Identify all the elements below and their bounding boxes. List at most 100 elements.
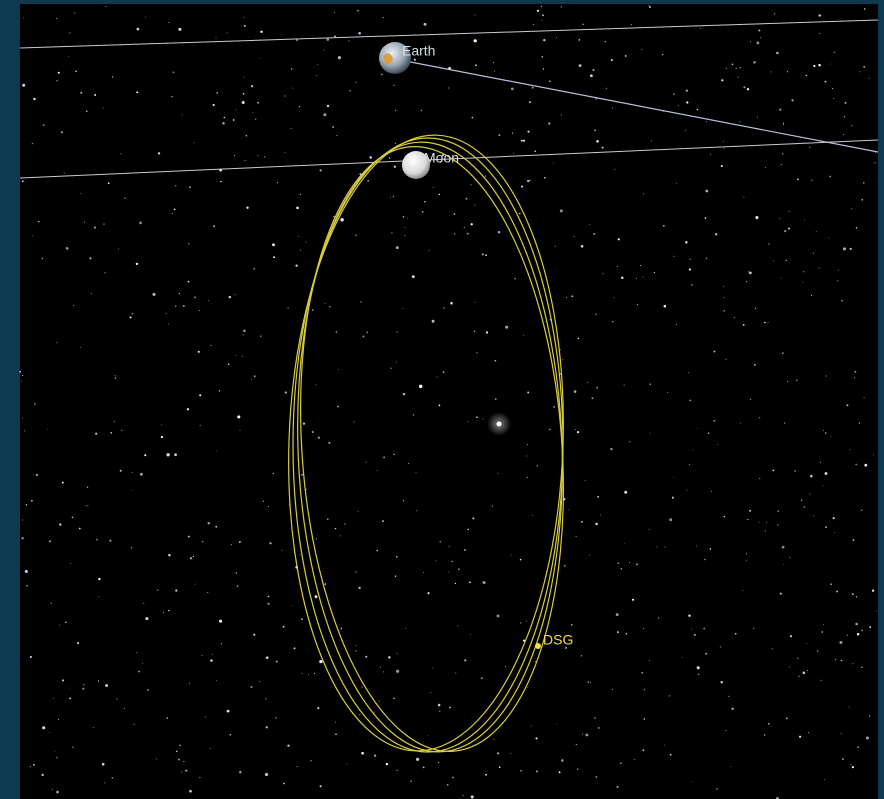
- star: [691, 284, 693, 286]
- star: [395, 576, 396, 577]
- star: [251, 379, 252, 380]
- star: [786, 260, 787, 261]
- star: [559, 771, 561, 773]
- star: [228, 364, 230, 366]
- star: [174, 208, 176, 210]
- star: [297, 766, 298, 767]
- moon-label: Moon: [424, 150, 459, 166]
- star: [43, 124, 45, 126]
- star: [239, 430, 240, 431]
- dsg-marker[interactable]: [535, 643, 541, 649]
- star: [600, 515, 601, 516]
- star: [749, 272, 752, 275]
- star: [56, 757, 57, 758]
- star: [25, 570, 28, 573]
- star: [216, 92, 217, 93]
- star: [634, 759, 635, 760]
- star: [440, 541, 441, 542]
- star: [686, 490, 687, 491]
- star: [596, 387, 598, 389]
- star: [621, 568, 622, 569]
- star: [137, 28, 140, 31]
- star: [555, 246, 556, 247]
- star: [632, 599, 634, 601]
- star: [358, 511, 359, 512]
- star: [780, 593, 782, 595]
- star: [673, 477, 674, 478]
- star: [602, 273, 603, 274]
- star: [56, 80, 58, 82]
- star: [529, 101, 531, 103]
- star: [636, 564, 638, 566]
- star: [237, 415, 240, 418]
- star: [134, 724, 135, 725]
- star: [314, 673, 315, 674]
- star: [210, 345, 211, 346]
- star: [419, 385, 422, 388]
- star: [404, 227, 405, 228]
- star: [210, 748, 211, 749]
- star: [851, 764, 852, 765]
- star: [405, 628, 406, 629]
- star: [285, 391, 287, 393]
- star: [181, 771, 182, 772]
- star: [30, 766, 31, 767]
- star: [109, 540, 111, 542]
- star: [199, 310, 200, 311]
- star: [850, 248, 852, 250]
- star: [397, 770, 398, 771]
- star: [694, 634, 696, 636]
- star: [533, 24, 534, 25]
- star: [96, 539, 97, 540]
- star: [803, 271, 804, 272]
- star: [813, 253, 814, 254]
- star: [105, 272, 106, 273]
- star: [629, 441, 630, 442]
- star: [576, 536, 577, 537]
- star: [590, 682, 591, 683]
- star: [121, 430, 122, 431]
- star: [847, 635, 848, 636]
- star: [450, 302, 453, 305]
- star: [781, 164, 782, 165]
- star: [485, 254, 487, 256]
- star: [521, 186, 523, 188]
- star: [467, 233, 469, 235]
- star: [753, 628, 754, 629]
- star: [268, 506, 269, 507]
- star: [115, 375, 116, 376]
- star: [264, 156, 265, 157]
- star: [495, 398, 496, 399]
- star: [254, 375, 256, 377]
- star: [612, 321, 613, 322]
- star: [195, 584, 196, 585]
- star: [874, 162, 875, 163]
- star: [736, 68, 737, 69]
- star: [542, 20, 543, 21]
- star: [585, 480, 586, 481]
- star: [841, 733, 842, 734]
- star: [673, 256, 674, 257]
- star: [424, 201, 426, 203]
- star: [802, 282, 803, 283]
- star: [863, 66, 865, 68]
- star: [499, 767, 501, 769]
- star: [838, 270, 839, 271]
- star: [494, 739, 495, 740]
- star: [464, 659, 466, 661]
- star: [544, 177, 545, 178]
- star: [179, 293, 180, 294]
- star: [429, 250, 430, 251]
- star: [86, 111, 87, 112]
- star: [717, 444, 718, 445]
- star: [189, 683, 190, 684]
- star: [825, 472, 828, 475]
- star: [396, 246, 399, 249]
- star: [316, 75, 317, 76]
- star: [84, 222, 85, 223]
- star: [98, 596, 99, 597]
- star: [95, 433, 97, 435]
- star: [598, 727, 599, 728]
- star: [834, 52, 835, 53]
- star: [287, 307, 288, 308]
